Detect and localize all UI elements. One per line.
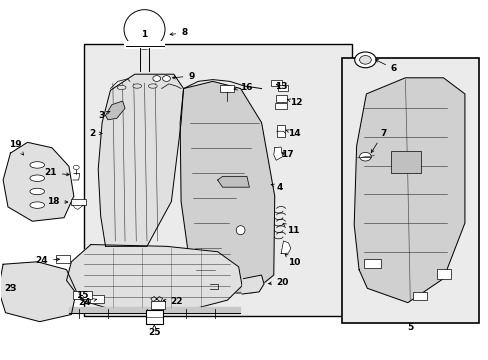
Ellipse shape [148,84,157,88]
Ellipse shape [30,202,44,208]
FancyBboxPatch shape [90,296,104,303]
Text: 4: 4 [270,183,283,192]
Polygon shape [242,275,264,294]
Text: 3: 3 [98,111,110,120]
Polygon shape [3,142,74,221]
Bar [124,41,164,49]
Text: 13: 13 [275,82,287,91]
Text: 20: 20 [268,278,288,287]
Text: 8: 8 [170,28,187,37]
Polygon shape [66,244,242,311]
Bar [73,291,92,299]
Bar [390,151,420,173]
Bar [276,126,285,137]
Text: 7: 7 [370,129,386,153]
Text: 12: 12 [287,98,302,107]
Text: 15: 15 [76,291,89,300]
Bar [436,269,450,279]
Bar [151,301,164,309]
Circle shape [153,76,160,81]
Polygon shape [105,101,125,120]
Bar [71,199,86,205]
Text: 6: 6 [375,60,396,73]
Text: 5: 5 [407,323,412,332]
Polygon shape [69,307,239,313]
Ellipse shape [124,10,164,49]
Polygon shape [217,176,249,187]
Bar [146,310,163,324]
Ellipse shape [133,84,142,88]
Text: 17: 17 [280,150,293,159]
Polygon shape [281,241,290,253]
Text: 24: 24 [35,256,60,265]
Bar [277,85,288,91]
Polygon shape [98,74,183,246]
Text: 23: 23 [4,284,17,293]
Ellipse shape [117,85,126,90]
Ellipse shape [236,226,244,235]
Text: 19: 19 [9,140,23,155]
Bar [341,58,478,323]
Bar [363,259,380,268]
Text: 14: 14 [285,129,301,138]
Text: 9: 9 [172,72,194,81]
Circle shape [354,52,375,68]
Text: 10: 10 [285,254,300,267]
Ellipse shape [30,175,44,181]
Ellipse shape [30,188,44,195]
Circle shape [73,165,79,170]
Circle shape [359,152,370,161]
Text: 21: 21 [44,168,69,177]
Polygon shape [353,78,464,303]
Text: 18: 18 [47,197,68,206]
Text: 24: 24 [78,298,97,307]
FancyBboxPatch shape [275,103,286,109]
Text: 16: 16 [234,83,252,92]
Text: 1: 1 [141,30,147,39]
Bar [271,80,282,86]
Text: 25: 25 [148,325,160,337]
FancyBboxPatch shape [275,95,287,102]
Polygon shape [0,262,76,321]
Text: 11: 11 [283,224,299,235]
Text: 22: 22 [163,297,183,306]
Circle shape [359,55,370,64]
Bar [412,292,427,300]
Ellipse shape [30,162,44,168]
Bar [83,44,351,316]
Text: 2: 2 [89,129,102,138]
Bar [220,85,233,92]
Polygon shape [273,147,282,160]
Polygon shape [180,81,274,293]
FancyBboxPatch shape [56,255,70,263]
Circle shape [162,76,170,81]
